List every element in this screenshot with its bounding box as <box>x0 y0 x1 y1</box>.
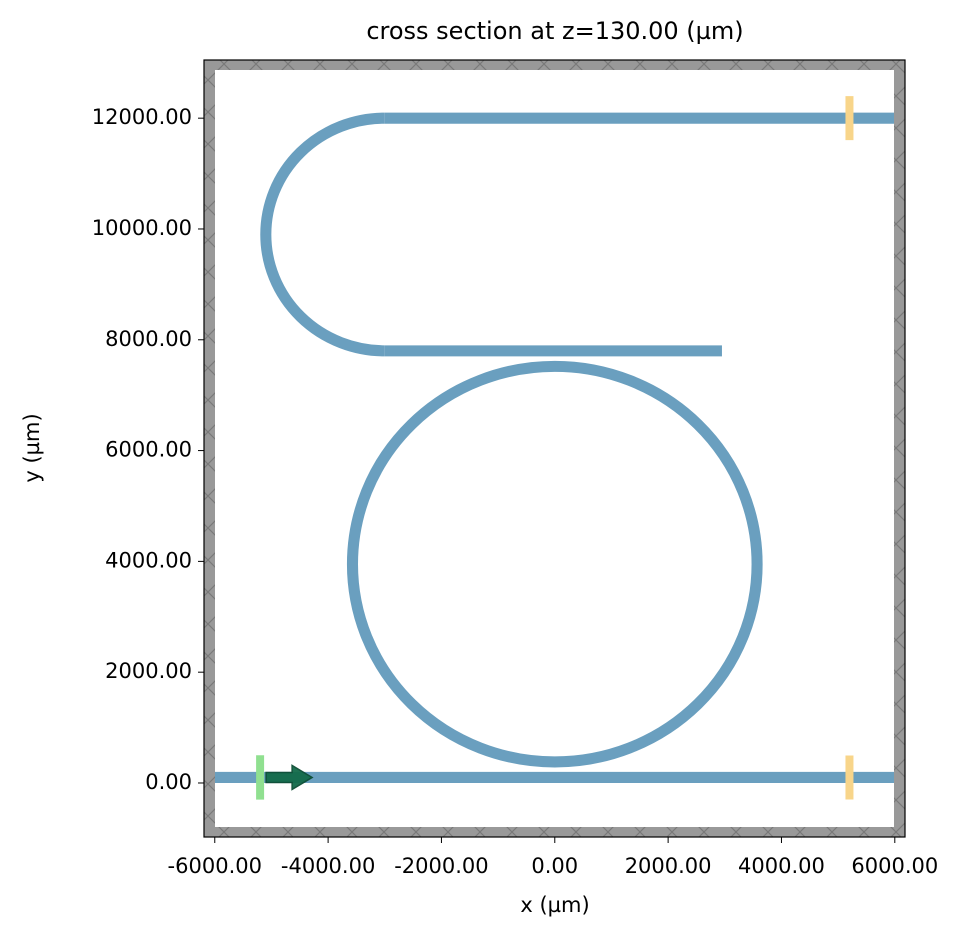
x-tick-label: 0.00 <box>531 854 578 878</box>
source-direction-arrow <box>265 764 314 791</box>
bend <box>260 112 385 357</box>
x-tick-label: 2000.00 <box>625 854 712 878</box>
y-tick-label: 2000.00 <box>105 659 192 683</box>
x-tick-label: -6000.00 <box>168 854 262 878</box>
y-tick-label: 8000.00 <box>105 327 192 351</box>
x-tick-label: -4000.00 <box>281 854 375 878</box>
chart-title: cross section at z=130.00 (µm) <box>366 17 743 45</box>
x-tick-label: -2000.00 <box>394 854 488 878</box>
x-tick-label: 4000.00 <box>738 854 825 878</box>
y-tick-label: 6000.00 <box>105 438 192 462</box>
x-axis-label: x (µm) <box>520 893 589 917</box>
ring-resonator <box>346 360 763 768</box>
y-axis-label: y (µm) <box>20 413 44 482</box>
y-tick-label: 0.00 <box>145 770 192 794</box>
y-tick-label: 10000.00 <box>92 216 192 240</box>
y-tick-label: 4000.00 <box>105 548 192 572</box>
x-tick-label: 6000.00 <box>851 854 938 878</box>
plot-area <box>204 96 905 800</box>
axes-frame <box>203 59 906 838</box>
y-tick-label: 12000.00 <box>92 105 192 129</box>
pml-boundary <box>204 60 905 837</box>
